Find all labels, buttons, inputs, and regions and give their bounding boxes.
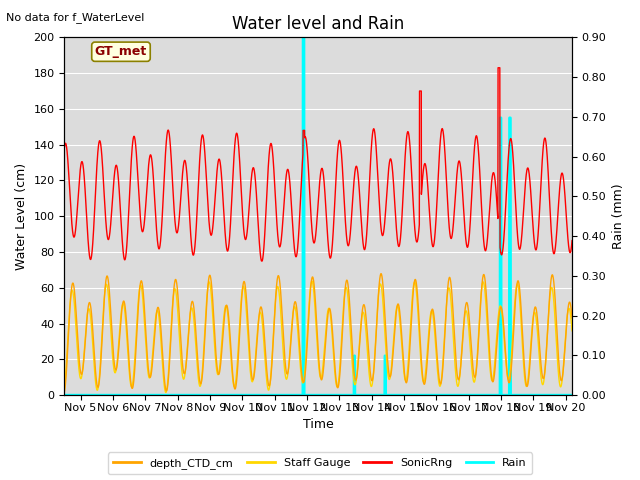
Text: No data for f_WaterLevel: No data for f_WaterLevel xyxy=(6,12,145,23)
Staff Gauge xyxy=(259,319,266,324)
X-axis label: Time: Time xyxy=(303,419,333,432)
SonicRng xyxy=(486,203,493,209)
Rain xyxy=(258,392,266,398)
depth_CTD_cm xyxy=(486,352,493,358)
Staff Gauge xyxy=(61,385,68,391)
Y-axis label: Rain (mm): Rain (mm) xyxy=(612,183,625,249)
SonicRng xyxy=(371,130,379,135)
Staff Gauge xyxy=(162,390,170,396)
Staff Gauge xyxy=(371,351,379,357)
depth_CTD_cm xyxy=(61,389,68,395)
Rain xyxy=(299,35,307,40)
depth_CTD_cm xyxy=(258,307,266,313)
Line: depth_CTD_cm: depth_CTD_cm xyxy=(65,274,582,392)
Staff Gauge xyxy=(308,278,316,284)
Y-axis label: Water Level (cm): Water Level (cm) xyxy=(15,163,28,270)
depth_CTD_cm xyxy=(397,322,404,327)
Staff Gauge xyxy=(486,364,493,370)
SonicRng xyxy=(578,155,586,160)
SonicRng xyxy=(397,230,404,236)
SonicRng xyxy=(258,258,266,264)
Rain xyxy=(578,392,586,398)
depth_CTD_cm xyxy=(154,305,162,311)
SonicRng xyxy=(494,65,502,71)
SonicRng xyxy=(154,244,162,250)
Rain xyxy=(154,392,162,398)
Staff Gauge xyxy=(154,310,162,316)
depth_CTD_cm xyxy=(377,271,385,276)
Rain xyxy=(61,392,68,398)
Line: SonicRng: SonicRng xyxy=(65,68,582,261)
Line: Staff Gauge: Staff Gauge xyxy=(65,281,582,393)
Line: Rain: Rain xyxy=(65,37,582,395)
Title: Water level and Rain: Water level and Rain xyxy=(232,15,404,33)
Staff Gauge xyxy=(578,323,586,329)
Rain xyxy=(371,392,379,398)
depth_CTD_cm xyxy=(578,332,586,337)
SonicRng xyxy=(61,144,68,150)
Rain xyxy=(447,392,454,398)
depth_CTD_cm xyxy=(371,357,378,363)
Staff Gauge xyxy=(447,294,454,300)
SonicRng xyxy=(447,234,454,240)
Rain xyxy=(397,392,404,398)
Legend: depth_CTD_cm, Staff Gauge, SonicRng, Rain: depth_CTD_cm, Staff Gauge, SonicRng, Rai… xyxy=(108,453,532,474)
depth_CTD_cm xyxy=(447,277,454,283)
SonicRng xyxy=(259,258,266,264)
Text: GT_met: GT_met xyxy=(95,45,147,58)
Staff Gauge xyxy=(397,332,405,338)
Rain xyxy=(486,392,493,398)
